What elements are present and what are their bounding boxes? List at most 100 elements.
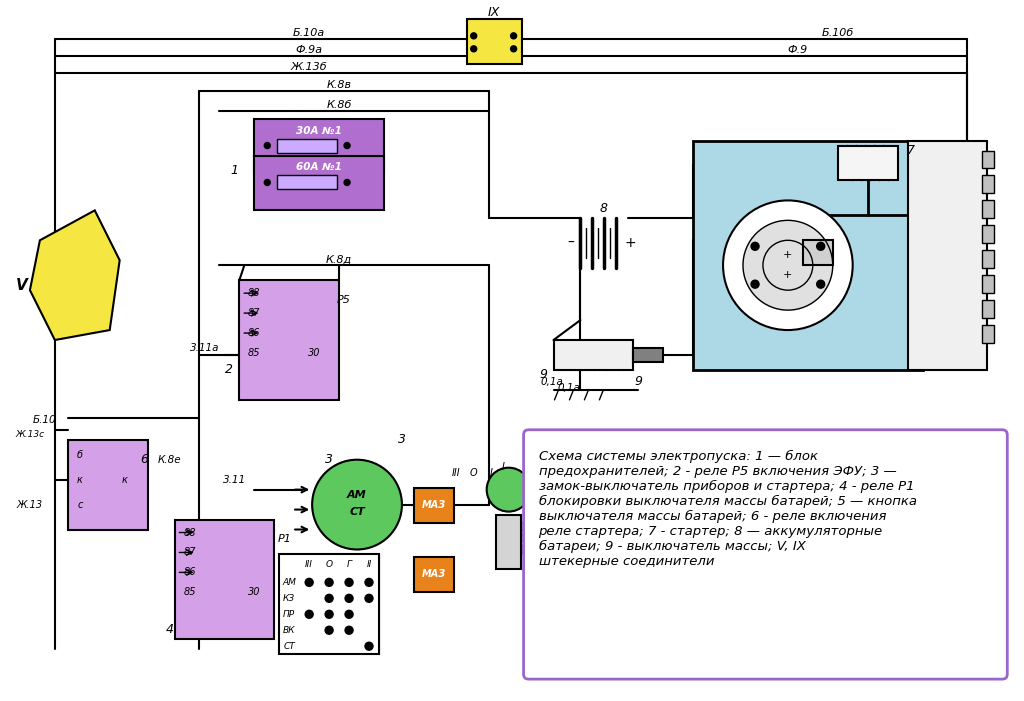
Text: СТ: СТ	[349, 507, 365, 517]
Circle shape	[345, 626, 353, 634]
Text: 87: 87	[248, 308, 260, 318]
Text: 87: 87	[183, 547, 196, 557]
FancyBboxPatch shape	[520, 533, 526, 541]
Circle shape	[326, 626, 333, 634]
Circle shape	[751, 243, 759, 250]
Circle shape	[743, 220, 833, 310]
Circle shape	[345, 611, 353, 618]
Text: Б.10а: Б.10а	[293, 28, 326, 38]
FancyBboxPatch shape	[467, 19, 521, 64]
Circle shape	[326, 594, 333, 602]
Circle shape	[344, 179, 350, 186]
Circle shape	[264, 179, 270, 186]
FancyBboxPatch shape	[838, 146, 898, 180]
FancyBboxPatch shape	[982, 225, 994, 243]
FancyBboxPatch shape	[982, 325, 994, 343]
Circle shape	[511, 33, 516, 39]
Circle shape	[471, 46, 477, 52]
FancyBboxPatch shape	[240, 280, 339, 400]
FancyBboxPatch shape	[414, 488, 454, 522]
Text: 3.11: 3.11	[223, 475, 246, 484]
FancyBboxPatch shape	[278, 139, 337, 153]
Text: Схема системы электропуска: 1 — блок
предохранителей; 2 - реле Р5 включения ЭФУ;: Схема системы электропуска: 1 — блок пре…	[539, 450, 916, 569]
Text: V: V	[16, 278, 28, 293]
Circle shape	[751, 280, 759, 288]
FancyBboxPatch shape	[907, 141, 987, 370]
Circle shape	[345, 594, 353, 602]
Text: 86: 86	[248, 328, 260, 338]
Circle shape	[817, 280, 824, 288]
Text: 85: 85	[183, 587, 196, 597]
FancyBboxPatch shape	[982, 275, 994, 293]
Text: ПР: ПР	[284, 610, 295, 619]
FancyBboxPatch shape	[554, 340, 633, 370]
Text: P5: P5	[337, 295, 351, 305]
FancyBboxPatch shape	[982, 200, 994, 218]
Circle shape	[344, 142, 350, 149]
Circle shape	[365, 578, 373, 586]
FancyBboxPatch shape	[68, 440, 147, 529]
Text: +: +	[783, 250, 793, 260]
FancyBboxPatch shape	[254, 156, 384, 210]
Text: Ф.9а: Ф.9а	[296, 45, 323, 55]
Circle shape	[365, 594, 373, 602]
Text: ВК: ВК	[283, 626, 296, 634]
Text: 30: 30	[308, 348, 321, 358]
Text: К.8б: К.8б	[327, 100, 352, 109]
Text: Ж.13: Ж.13	[16, 500, 43, 510]
FancyBboxPatch shape	[982, 175, 994, 193]
Text: 85: 85	[248, 348, 260, 358]
Text: I: I	[502, 462, 505, 472]
Polygon shape	[30, 210, 120, 340]
Text: Б.10: Б.10	[33, 415, 56, 425]
Circle shape	[723, 200, 853, 330]
Text: 30: 30	[248, 587, 260, 597]
FancyBboxPatch shape	[520, 522, 526, 529]
Text: 9: 9	[634, 376, 642, 388]
Circle shape	[486, 468, 530, 512]
Text: +: +	[625, 236, 636, 250]
FancyBboxPatch shape	[523, 430, 1008, 679]
Text: 9: 9	[540, 369, 548, 381]
Text: 0,1а: 0,1а	[557, 383, 580, 393]
Text: 30А №1: 30А №1	[296, 125, 342, 135]
Text: К.8в: К.8в	[327, 80, 351, 90]
Circle shape	[763, 240, 813, 290]
Text: I: I	[489, 468, 493, 477]
FancyBboxPatch shape	[633, 348, 664, 362]
Text: 4: 4	[166, 622, 173, 636]
Text: б: б	[77, 450, 83, 460]
Text: –: –	[567, 236, 573, 250]
FancyBboxPatch shape	[280, 554, 379, 654]
Text: АМ: АМ	[283, 578, 296, 587]
Text: О: О	[470, 468, 477, 477]
Text: к: к	[122, 475, 128, 484]
Circle shape	[305, 611, 313, 618]
Text: Б.10б: Б.10б	[821, 28, 854, 38]
Text: АМ: АМ	[347, 489, 367, 500]
Circle shape	[264, 142, 270, 149]
FancyBboxPatch shape	[414, 557, 454, 592]
Circle shape	[365, 642, 373, 651]
Text: О: О	[326, 560, 333, 569]
Text: 8: 8	[599, 202, 607, 215]
Circle shape	[817, 243, 824, 250]
Circle shape	[511, 46, 516, 52]
Circle shape	[326, 578, 333, 586]
Text: 7: 7	[906, 144, 914, 157]
Text: P1: P1	[278, 534, 291, 545]
FancyBboxPatch shape	[982, 250, 994, 268]
Circle shape	[326, 611, 333, 618]
Circle shape	[312, 460, 401, 550]
FancyBboxPatch shape	[254, 118, 384, 173]
Text: Ж.13с: Ж.13с	[15, 430, 44, 440]
Text: Ж.13б: Ж.13б	[291, 62, 328, 72]
Text: III: III	[305, 560, 313, 569]
FancyBboxPatch shape	[174, 519, 274, 639]
Text: III: III	[452, 468, 460, 477]
FancyBboxPatch shape	[496, 515, 520, 569]
Circle shape	[471, 33, 477, 39]
Text: 0,1а: 0,1а	[540, 377, 563, 387]
FancyBboxPatch shape	[693, 141, 923, 370]
Text: МАЗ: МАЗ	[422, 500, 445, 510]
